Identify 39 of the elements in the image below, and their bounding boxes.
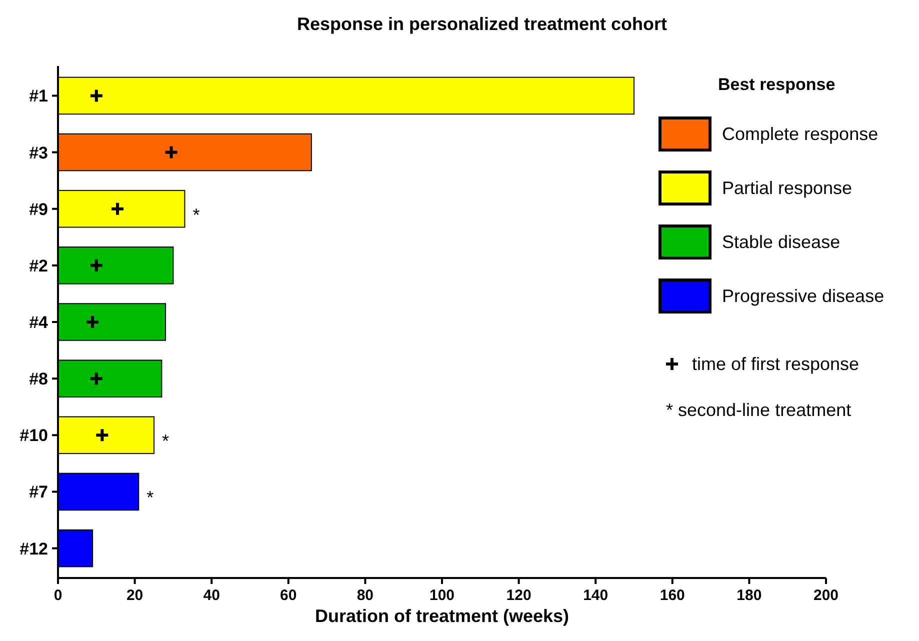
annotation: * — [162, 431, 170, 452]
legend-label: Partial response — [722, 178, 852, 198]
x-tick-label: 0 — [54, 587, 62, 604]
chart-title: Response in personalized treatment cohort — [296, 14, 668, 34]
x-tick-label: 60 — [280, 587, 297, 604]
legend-label: time of first response — [692, 354, 860, 374]
point — [94, 428, 110, 443]
y-tick-label: #8 — [29, 370, 48, 389]
point — [110, 201, 126, 216]
x-tick-label: 180 — [736, 587, 762, 604]
point — [88, 371, 104, 386]
annotation: * second-line treatment — [666, 400, 852, 420]
point — [88, 88, 104, 104]
annotation: * — [146, 488, 154, 508]
x-tick-label: 100 — [429, 587, 455, 604]
y-tick-label: #3 — [29, 143, 48, 162]
y-tick-label: #9 — [29, 200, 48, 219]
x-tick-label: 40 — [203, 587, 220, 604]
legend-label: Stable disease — [722, 232, 840, 252]
x-tick-label: 120 — [506, 587, 532, 604]
x-axis-title: Duration of treatment (weeks) — [314, 606, 570, 626]
y-tick-label: #7 — [29, 482, 48, 502]
y-tick-label: #10 — [20, 426, 48, 446]
y-tick-label: #4 — [29, 313, 49, 332]
y-tick-label: #12 — [20, 539, 48, 558]
legend-label: Complete response — [722, 124, 878, 144]
x-tick-label: 20 — [126, 587, 144, 604]
point — [164, 144, 179, 160]
x-tick-label: 160 — [660, 587, 685, 604]
x-tick-label: 200 — [813, 587, 839, 604]
point — [88, 258, 104, 273]
y-tick-label: #1 — [29, 86, 48, 106]
x-tick-label: 140 — [583, 587, 608, 604]
point — [85, 314, 100, 330]
y-tick-label: #2 — [29, 256, 48, 276]
annotation: * — [192, 204, 200, 225]
x-tick-label: 80 — [356, 587, 374, 604]
legend-title: Best response — [718, 75, 836, 94]
legend-label: Progressive disease — [722, 286, 884, 306]
